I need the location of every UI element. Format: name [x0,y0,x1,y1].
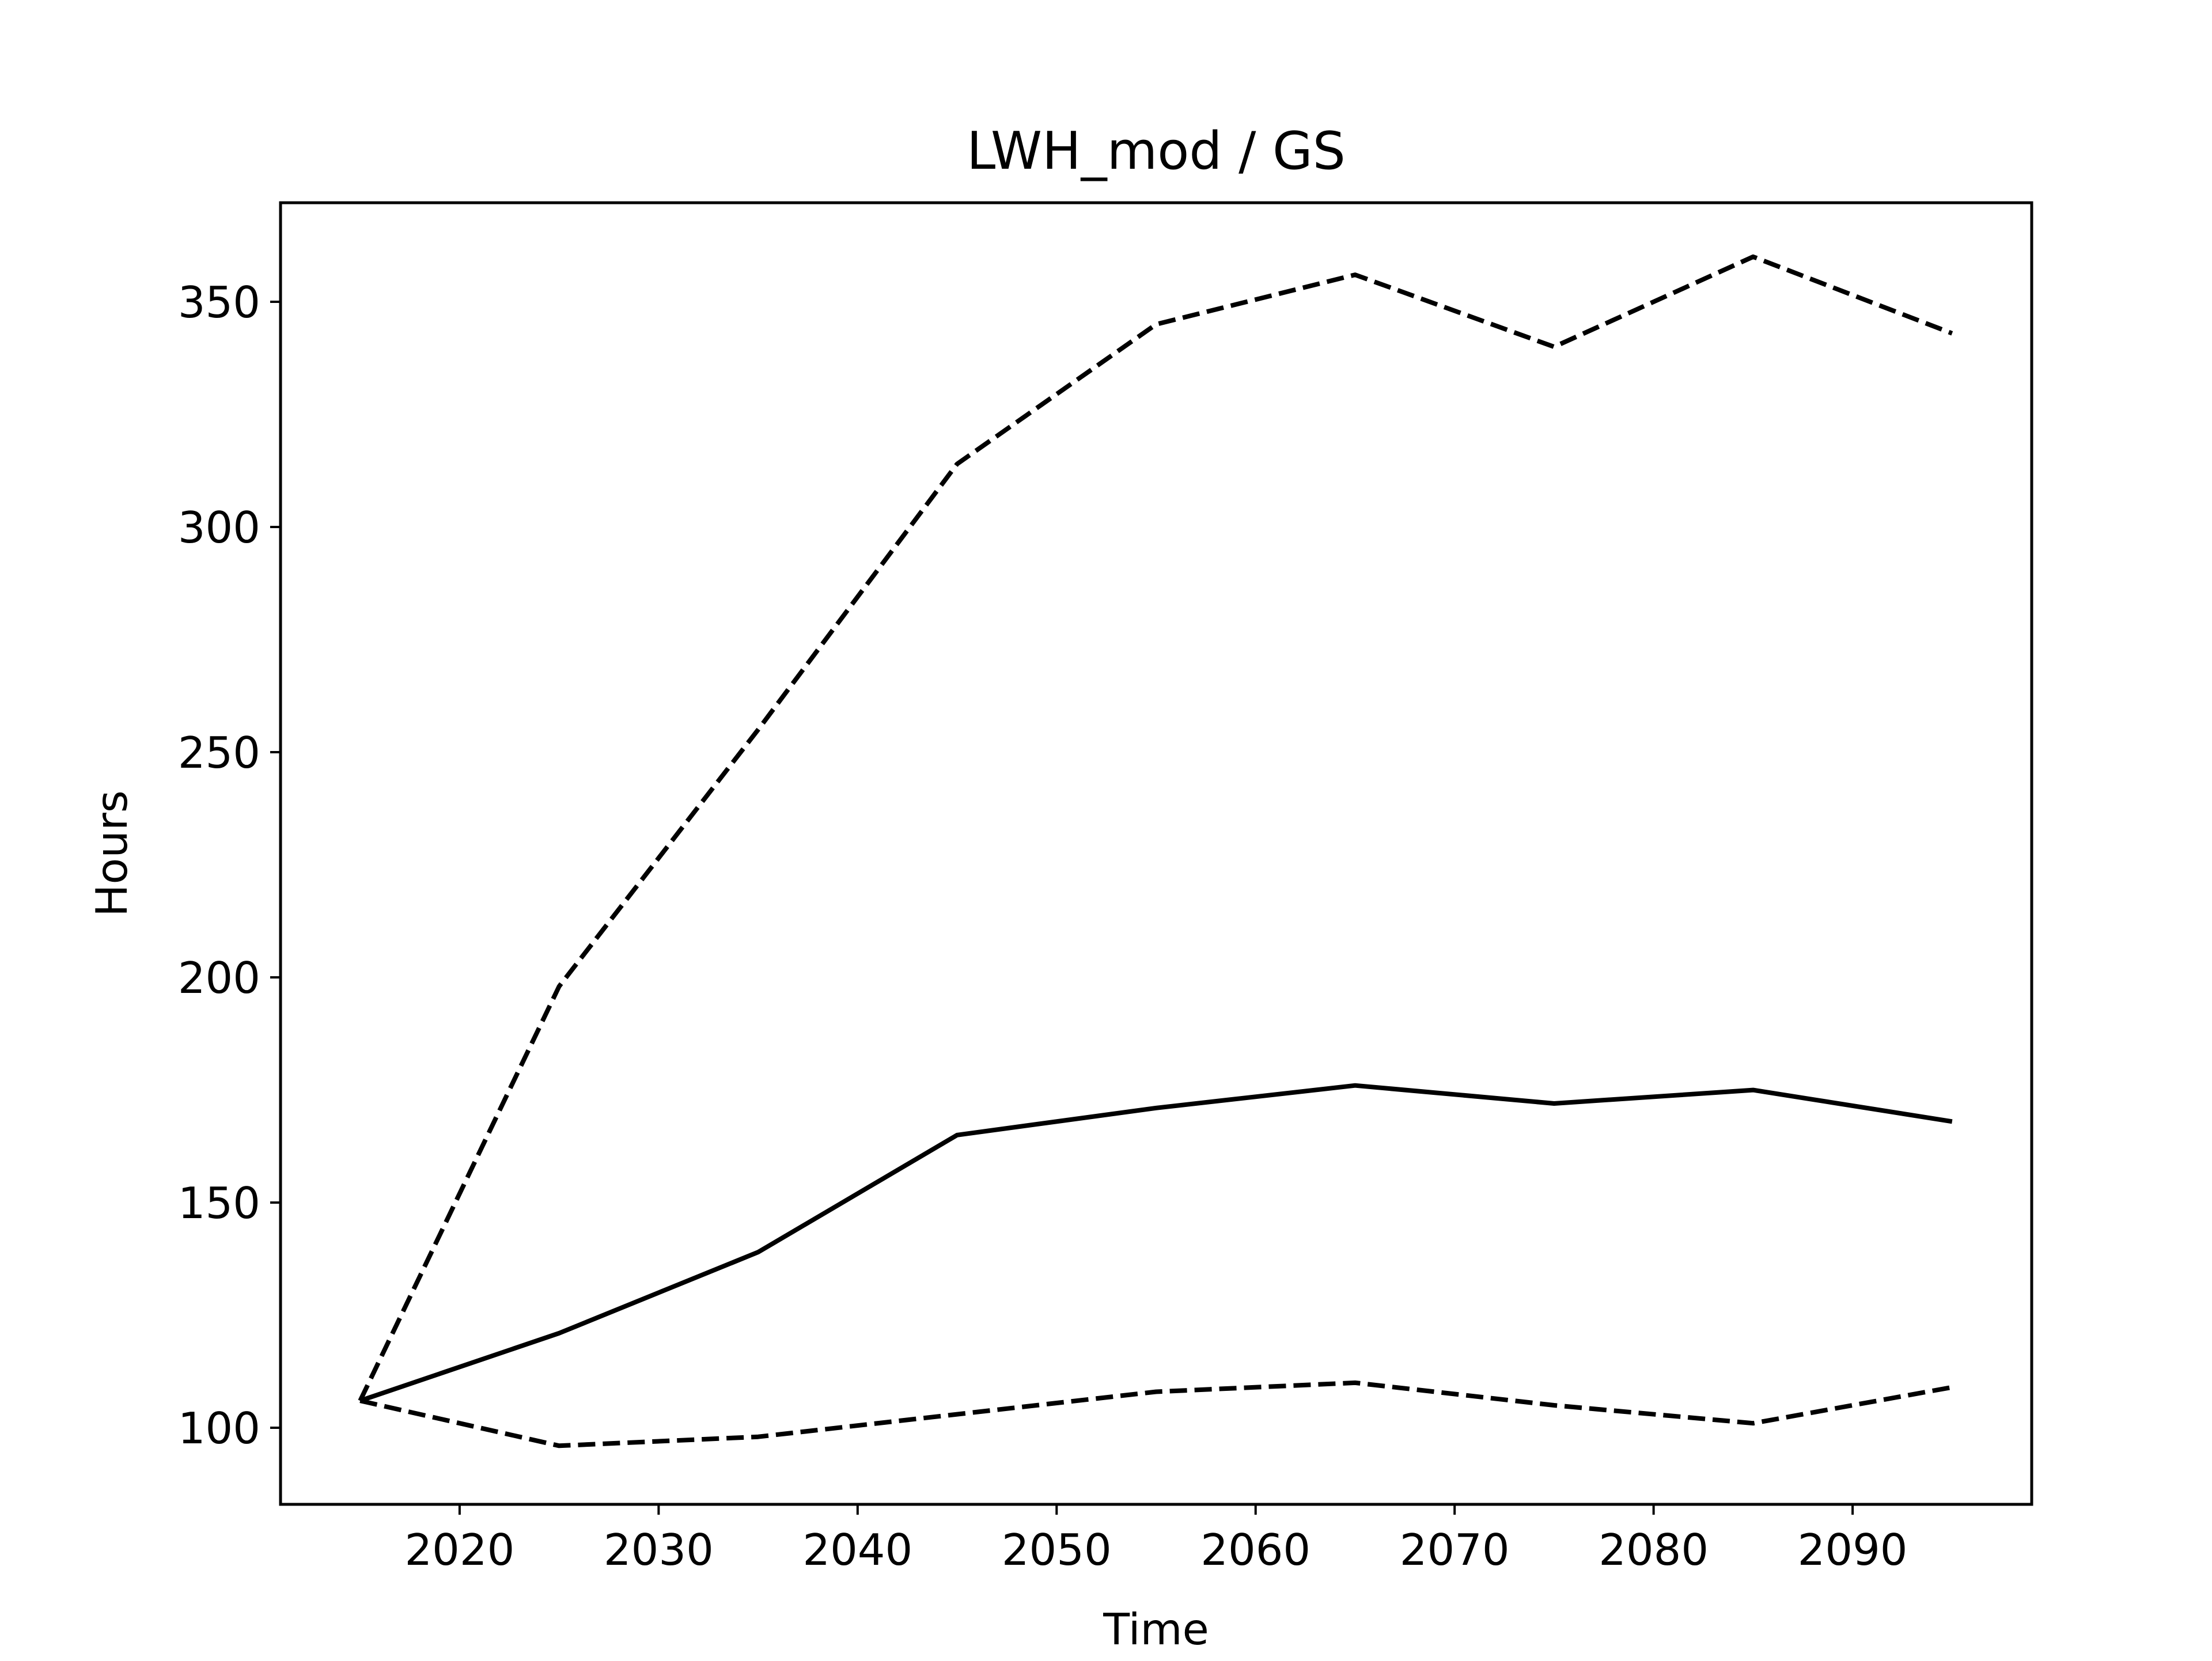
y-tick-label: 300 [178,502,260,553]
y-axis: 100 150 200 250 300 350 [178,277,281,1454]
x-tick-label: 2070 [1400,1525,1510,1575]
y-tick-label: 250 [178,727,260,778]
x-tick-label: 2060 [1200,1525,1310,1575]
y-tick-label: 100 [178,1403,260,1454]
x-tick-label: 2040 [802,1525,912,1575]
x-tick-label: 2030 [604,1525,714,1575]
dashed-series-line-1 [358,254,1953,1402]
y-tick-label: 350 [178,277,260,328]
chart-title: LWH_mod / GS [967,121,1346,181]
x-tick-label: 2080 [1599,1525,1709,1575]
dashed-series-line-2 [359,1380,1953,1448]
y-tick-label: 200 [178,953,260,1003]
y-axis-label: Hours [86,790,137,917]
x-axis-label: Time [1103,1604,1209,1655]
series-layer [358,254,1953,1448]
solid-series-line-0 [359,1083,1953,1403]
x-tick-label: 2050 [1002,1525,1112,1575]
x-tick-label: 2020 [404,1525,514,1575]
x-tick-label: 2090 [1798,1525,1908,1575]
plot-frame [279,201,2033,1506]
y-tick-label: 150 [178,1178,260,1228]
x-axis: 2020 2030 2040 2050 2060 2070 2080 2090 [404,1504,1908,1575]
